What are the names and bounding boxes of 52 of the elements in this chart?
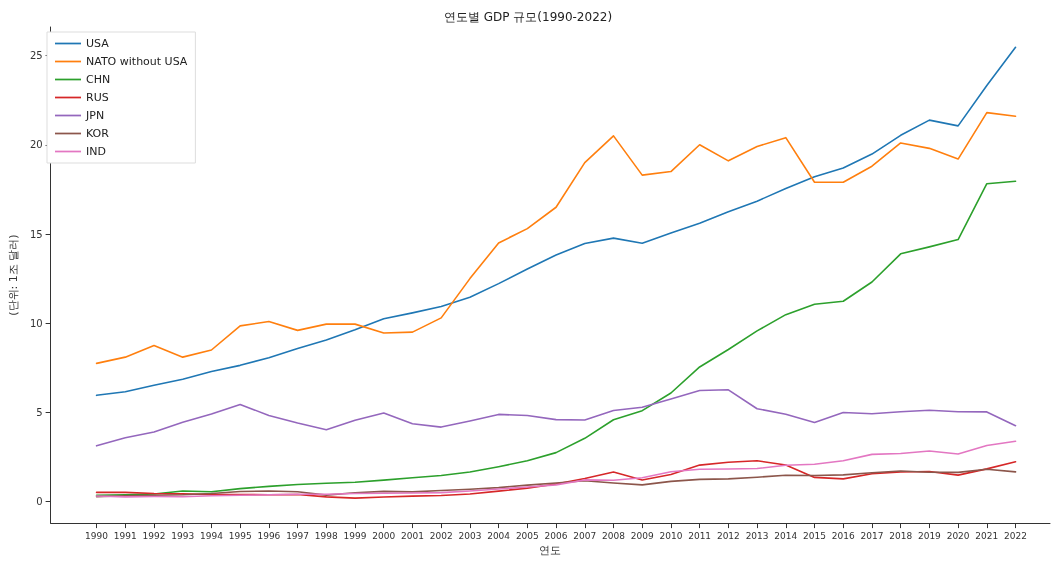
legend-label: JPN — [85, 109, 105, 122]
x-tick-label: 2012 — [716, 530, 740, 541]
x-tick-label: 2021 — [975, 530, 999, 541]
legend-label: RUS — [86, 91, 109, 104]
legend-label: KOR — [86, 127, 110, 140]
x-tick-label: 1992 — [142, 530, 166, 541]
x-tick-label: 2008 — [602, 530, 626, 541]
x-tick-label: 2020 — [946, 530, 970, 541]
y-tick-label: 10 — [29, 317, 43, 329]
line-series — [95, 440, 1017, 498]
x-axis-title: 연도 — [539, 544, 562, 557]
x-tick-label: 1997 — [286, 530, 310, 541]
x-tick-label: 2005 — [515, 530, 539, 541]
x-tick-label: 2017 — [860, 530, 884, 541]
x-tick-label: 1999 — [343, 530, 367, 541]
x-tick-label: 1991 — [113, 530, 137, 541]
x-tick-label: 2009 — [630, 530, 654, 541]
x-tick-label: 2006 — [544, 530, 568, 541]
legend-label: USA — [86, 37, 110, 50]
x-tick-label: 2002 — [429, 530, 453, 541]
line-series — [95, 389, 1017, 447]
y-axis-title: (단위: 1조 달러) — [7, 234, 20, 316]
x-tick-label: 2004 — [487, 530, 511, 541]
x-tick-label: 2018 — [889, 530, 913, 541]
x-tick-label: 1990 — [85, 530, 109, 541]
x-tick-label: 2022 — [1004, 530, 1027, 541]
legend-label: CHN — [86, 73, 111, 86]
x-tick-label: 2016 — [831, 530, 855, 541]
chart-title: 연도별 GDP 규모(1990-2022) — [443, 10, 613, 24]
legend-label: IND — [86, 145, 106, 158]
x-tick-label: 2014 — [774, 530, 798, 541]
y-tick-label: 15 — [29, 228, 43, 240]
x-tick-label: 1998 — [314, 530, 339, 541]
y-tick-label: 25 — [29, 50, 43, 62]
x-tick-label: 2019 — [917, 530, 942, 541]
x-tick-label: 2001 — [401, 530, 424, 541]
y-tick-label: 0 — [36, 496, 43, 508]
x-tick-label: 2013 — [745, 530, 769, 541]
x-tick-label: 1994 — [199, 530, 224, 541]
x-tick-label: 1995 — [228, 530, 252, 541]
x-tick-label: 1993 — [171, 530, 195, 541]
x-tick-label: 2015 — [803, 530, 826, 541]
x-tick-label: 2010 — [659, 530, 683, 541]
y-tick-label: 5 — [36, 406, 43, 418]
legend-label: NATO without USA — [86, 55, 188, 68]
line-series — [95, 180, 1017, 497]
x-tick-label: 2011 — [688, 530, 712, 541]
x-tick-label: 2000 — [372, 530, 396, 541]
x-tick-label: 1996 — [257, 530, 281, 541]
y-tick-label: 20 — [29, 139, 43, 151]
x-tick-label: 2003 — [458, 530, 482, 541]
x-tick-label: 2007 — [573, 530, 597, 541]
